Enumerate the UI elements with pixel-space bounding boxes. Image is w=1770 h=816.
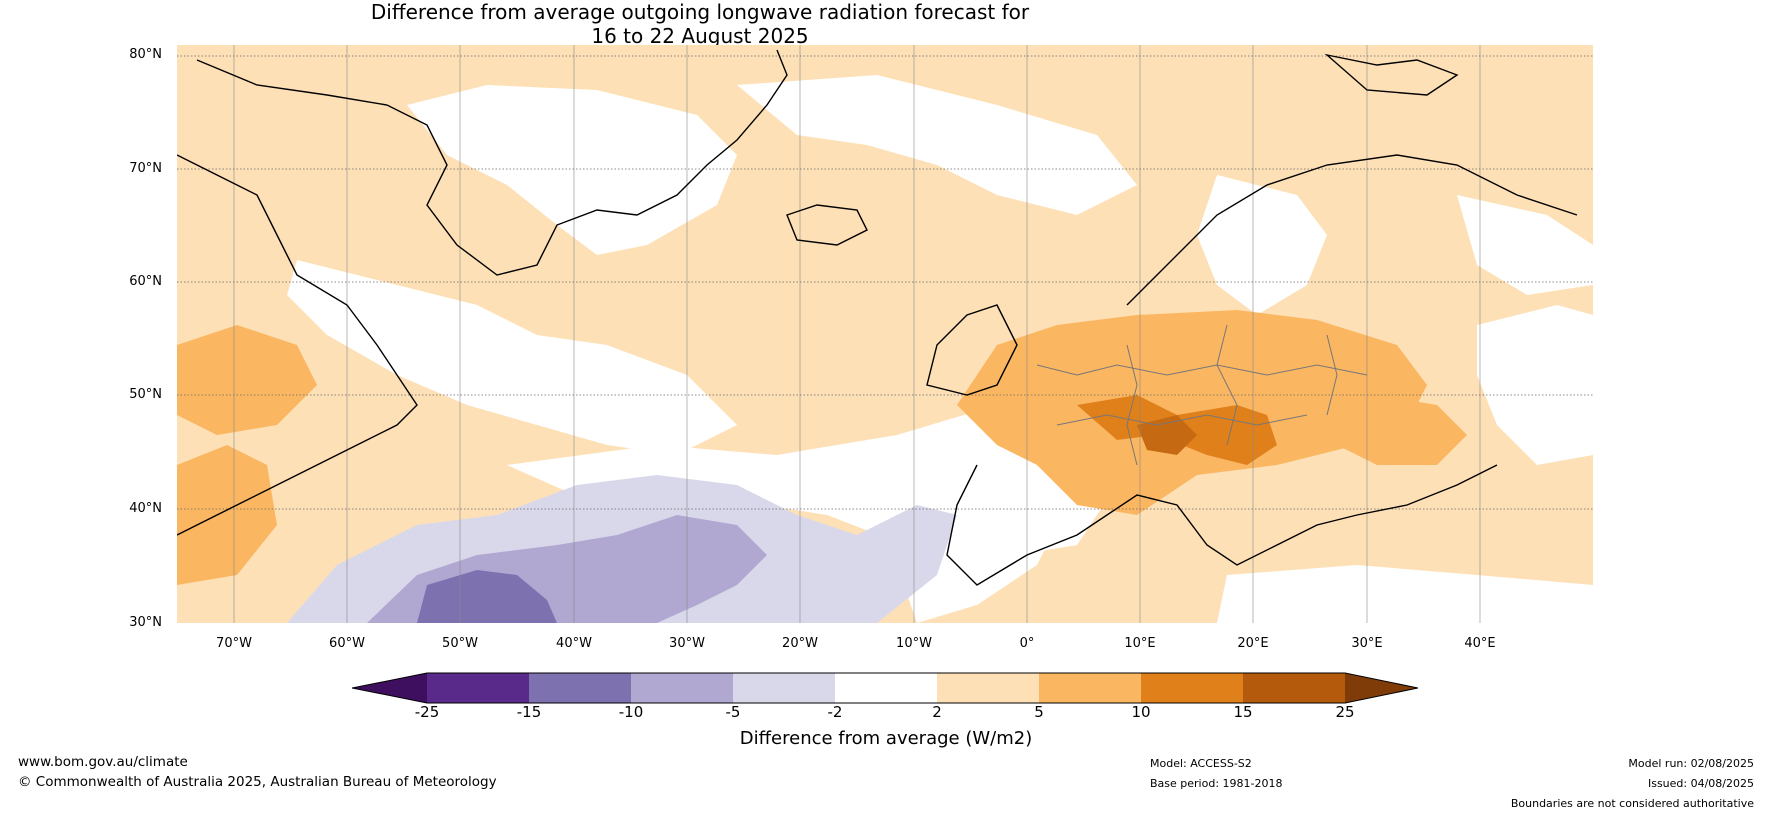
- colorbar-tick-25: 25: [1335, 703, 1355, 721]
- colorbar-tick-minus5: -5: [725, 703, 741, 721]
- lat-label-80n: 80°N: [129, 47, 162, 62]
- country-borders: [1036, 324, 1368, 466]
- positive-anomaly-us-east: [177, 445, 277, 585]
- lon-label-10e: 10°E: [1124, 636, 1156, 651]
- lat-label-40n: 40°N: [129, 501, 162, 516]
- lon-label-10w: 10°W: [896, 636, 932, 651]
- colorbar-tick-2: 2: [932, 703, 942, 721]
- colorbar-tick-10: 10: [1131, 703, 1151, 721]
- colorbar-tick-15: 15: [1233, 703, 1253, 721]
- colorbar-extend-max: [1345, 673, 1418, 703]
- title-line-1: Difference from average outgoing longwav…: [370, 0, 1030, 24]
- graticule-parallels: [177, 55, 1593, 510]
- colorbar-outline: [352, 672, 1418, 704]
- colorbar-extend-min: [352, 673, 427, 703]
- colorbar-segment-4: [733, 673, 835, 703]
- colorbar-tick-minus2: -2: [827, 703, 843, 721]
- colorbar-segment-6: [937, 673, 1039, 703]
- positive-anomaly-turkey: [1317, 395, 1467, 465]
- positive-anomaly-max: [1137, 415, 1197, 455]
- footer-copyright: © Commonwealth of Australia 2025, Austra…: [18, 774, 497, 790]
- footer-model: Model: ACCESS-S2: [1150, 757, 1252, 770]
- lon-label-20w: 20°W: [782, 636, 818, 651]
- lon-label-30w: 30°W: [669, 636, 705, 651]
- lat-label-50n: 50°N: [129, 387, 162, 402]
- positive-anomaly-north-america: [177, 325, 317, 435]
- colorbar-tick-minus25: -25: [414, 703, 440, 721]
- lon-label-20e: 20°E: [1237, 636, 1269, 651]
- colorbar-segment-5: [835, 673, 937, 703]
- lon-label-30e: 30°E: [1351, 636, 1383, 651]
- colorbar-tick-minus15: -15: [516, 703, 542, 721]
- anomaly-map: [177, 45, 1593, 623]
- footer-site: www.bom.gov.au/climate: [18, 754, 188, 770]
- lat-label-60n: 60°N: [129, 274, 162, 289]
- graticule-meridians: [233, 45, 1481, 623]
- colorbar-segment-7: [1039, 673, 1141, 703]
- title-line-2: 16 to 22 August 2025: [591, 24, 809, 48]
- colorbar-tick-5: 5: [1034, 703, 1044, 721]
- lon-label-40w: 40°W: [556, 636, 592, 651]
- lat-label-30n: 30°N: [129, 615, 162, 630]
- colorbar-segment-2: [529, 673, 631, 703]
- footer-disclaimer: Boundaries are not considered authoritat…: [1510, 797, 1754, 810]
- coastlines: [177, 49, 1578, 586]
- colorbar-segment-1: [427, 673, 529, 703]
- lat-label-70n: 70°N: [129, 161, 162, 176]
- lon-label-0: 0°: [1019, 636, 1035, 651]
- colorbar-segment-8: [1141, 673, 1243, 703]
- footer-base-period: Base period: 1981-2018: [1150, 777, 1283, 790]
- footer-model-run: Model run: 02/08/2025: [1628, 757, 1754, 770]
- colorbar: [352, 672, 1418, 704]
- lon-label-40e: 40°E: [1464, 636, 1496, 651]
- lon-label-50w: 50°W: [442, 636, 478, 651]
- colorbar-segment-3: [631, 673, 733, 703]
- near-zero-regions: [287, 75, 1593, 623]
- footer-issued: Issued: 04/08/2025: [1647, 777, 1754, 790]
- map-title: Difference from average outgoing longwav…: [0, 0, 1400, 48]
- lon-label-70w: 70°W: [216, 636, 252, 651]
- lon-label-60w: 60°W: [329, 636, 365, 651]
- negative-anomaly-strong: [417, 570, 557, 623]
- colorbar-title: Difference from average (W/m2): [739, 728, 1033, 749]
- colorbar-tick-minus10: -10: [618, 703, 644, 721]
- colorbar-segment-9: [1243, 673, 1345, 703]
